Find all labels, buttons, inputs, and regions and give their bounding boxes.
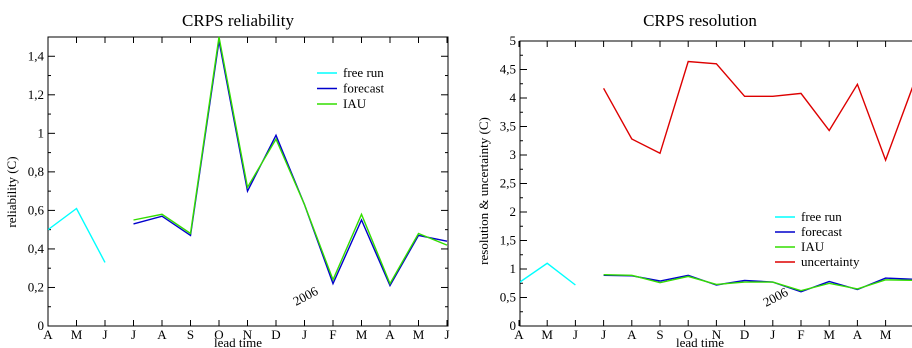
x-tick-label: M: [356, 327, 368, 342]
x-tick-label: J: [302, 327, 307, 342]
y-tick-label: 2: [510, 204, 517, 219]
x-tick-label: D: [740, 327, 749, 342]
chart-title: CRPS resolution: [643, 11, 757, 30]
y-tick-label: 1: [510, 261, 517, 276]
x-tick-label: O: [214, 327, 223, 342]
x-tick-label: F: [797, 327, 804, 342]
legend-label: free run: [801, 209, 842, 224]
x-axis-label: lead time: [214, 335, 262, 348]
legend-label: forecast: [343, 81, 385, 96]
x-tick-label: A: [43, 327, 53, 342]
year-annotation: 2006: [290, 283, 320, 309]
x-tick-label: J: [601, 327, 606, 342]
series-line-forecast: [133, 40, 448, 288]
legend-label: free run: [343, 65, 384, 80]
series-line-IAU: [133, 36, 448, 286]
x-tick-label: N: [712, 327, 722, 342]
y-axis-label: resolution & uncertainty (C): [476, 117, 491, 265]
plot-area: A M J J A S O N D J F M A M J 0 0,2 0,4 0,6 0,8 1 1,2 1,4 free …: [28, 36, 450, 342]
chart-title: CRPS reliability: [182, 11, 294, 30]
series-line-free-run: [48, 207, 106, 263]
x-tick-label: M: [71, 327, 83, 342]
y-tick-label: 1: [38, 125, 45, 140]
y-tick-label: 2,5: [500, 176, 516, 191]
x-tick-label: S: [187, 327, 194, 342]
y-axis-label: reliability (C): [4, 156, 19, 227]
chart-resolution: CRPS resolution lead time resolution & u…: [476, 11, 912, 348]
series-line-forecast: [603, 274, 912, 293]
y-tick-label: 4: [510, 90, 517, 105]
x-tick-label: J: [444, 327, 449, 342]
x-tick-label: J: [770, 327, 775, 342]
y-tick-label: 0: [510, 318, 517, 333]
y-tick-label: 3: [510, 147, 517, 162]
legend-label: uncertainty: [801, 254, 860, 269]
y-tick-label: 0: [38, 318, 45, 333]
legend-label: forecast: [801, 224, 843, 239]
plot-frame: [519, 40, 912, 327]
y-tick-label: 4,5: [500, 62, 516, 77]
x-tick-label: A: [514, 327, 524, 342]
y-tick-label: 5: [510, 33, 517, 48]
series-line-free-run: [520, 262, 576, 286]
y-tick-label: 1,2: [28, 87, 44, 102]
x-tick-label: N: [243, 327, 253, 342]
x-tick-label: A: [157, 327, 167, 342]
x-tick-label: J: [131, 327, 136, 342]
chart-reliability: CRPS reliability lead time reliability (…: [4, 11, 450, 348]
x-tick-label: J: [573, 327, 578, 342]
legend-label: IAU: [343, 96, 367, 111]
year-annotation: 2006: [760, 284, 790, 310]
y-tick-label: 0,5: [500, 290, 516, 305]
x-tick-label: A: [853, 327, 863, 342]
y-tick-label: 0,8: [28, 164, 44, 179]
legend-label: IAU: [801, 239, 825, 254]
y-tick-label: 0,6: [28, 202, 45, 217]
x-tick-label: M: [880, 327, 892, 342]
x-tick-label: M: [541, 327, 553, 342]
y-tick-label: 0,4: [28, 241, 45, 256]
x-tick-label: S: [656, 327, 663, 342]
x-tick-label: M: [823, 327, 835, 342]
y-tick-label: 0,2: [28, 279, 44, 294]
series-line-uncertainty: [602, 60, 912, 163]
plot-area: A M J J A S O N D J F M A M 0 0,5 1 1,5 2 2,5 3 3,5 4 4,5 5 free …: [500, 33, 912, 342]
x-tick-label: A: [627, 327, 637, 342]
x-tick-label: M: [413, 327, 425, 342]
y-tick-label: 1,5: [500, 233, 516, 248]
y-tick-label: 1,4: [28, 48, 45, 63]
x-axis-label: lead time: [676, 335, 724, 348]
x-tick-label: D: [271, 327, 280, 342]
x-tick-label: O: [684, 327, 693, 342]
x-tick-label: F: [329, 327, 336, 342]
x-tick-label: A: [385, 327, 395, 342]
series-line-IAU: [603, 274, 912, 292]
y-tick-label: 3,5: [500, 119, 516, 134]
x-tick-label: J: [102, 327, 107, 342]
